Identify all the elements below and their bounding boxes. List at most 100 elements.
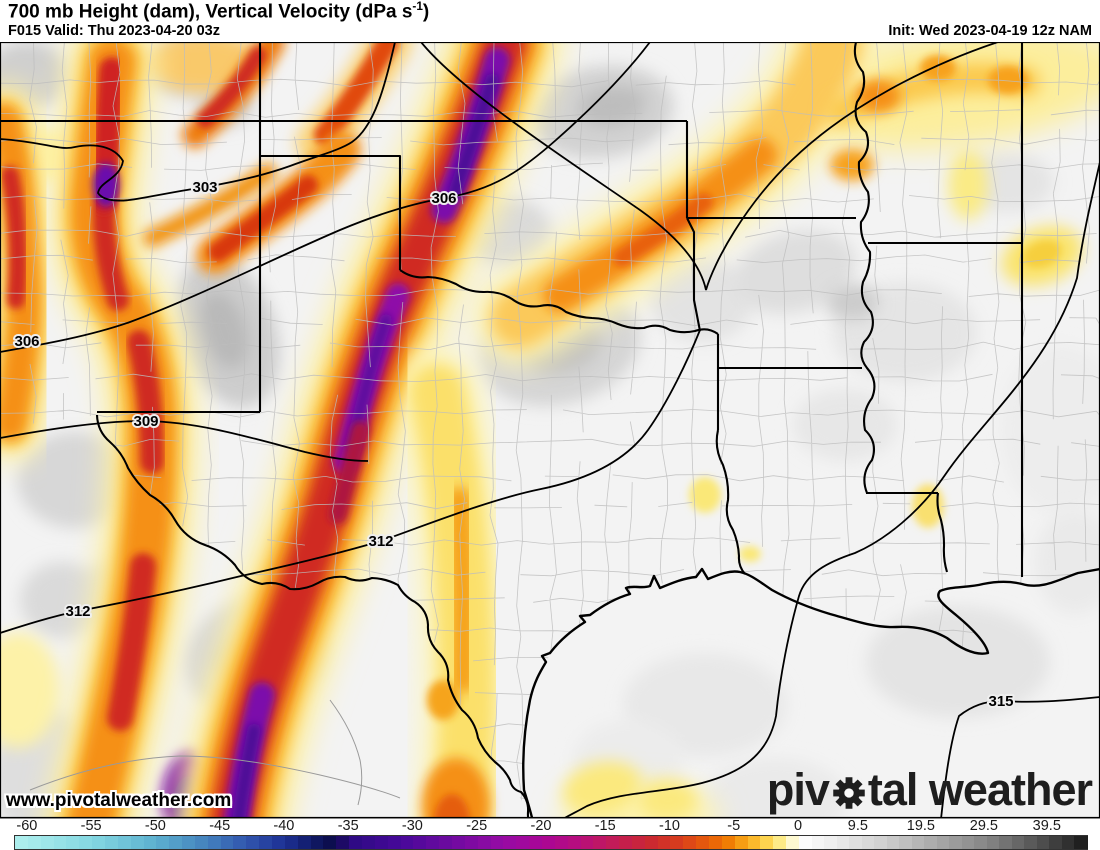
- colorbar-cell: [619, 836, 633, 849]
- colorbar-cell: [169, 836, 184, 849]
- contour-labels-layer: 303 306 306 309 312 312 315: [12, 177, 1015, 712]
- river-border: [715, 429, 746, 575]
- header: 700 mb Height (dam), Vertical Velocity (…: [0, 0, 1100, 42]
- colorbar-cell: [721, 836, 736, 849]
- colorbar-cell: [606, 836, 621, 849]
- colorbar-cell: [1036, 836, 1051, 849]
- river-border: [853, 42, 876, 494]
- colorbar-cell: [709, 836, 723, 849]
- contour-312-west: [0, 329, 701, 634]
- colorbar-cell: [246, 836, 261, 849]
- colorbar-tick-label: 39.5: [1032, 818, 1061, 834]
- colorbar-cell: [811, 836, 826, 849]
- colorbar-cell: [886, 836, 901, 849]
- colorbar-cell: [413, 836, 428, 849]
- colorbar-tick-label: -10: [659, 818, 680, 834]
- river-borders: [95, 42, 949, 818]
- contour-trough-v: [420, 42, 999, 291]
- colorbar-cell: [503, 836, 518, 849]
- colorbar-cell: [464, 836, 479, 849]
- colorbar-cell: [233, 836, 248, 849]
- river-border: [399, 269, 719, 335]
- contour-label: 312: [65, 603, 90, 620]
- colorbar-cell: [477, 836, 492, 849]
- colorbar-cell: [567, 836, 582, 849]
- colorbar-tick-label: 29.5: [969, 818, 999, 834]
- colorbar-cell: [849, 836, 863, 849]
- colorbar-cell: [92, 836, 106, 849]
- colorbar-tick-label: -25: [466, 818, 488, 834]
- weather-map: 303 306 306 309 312 312 315: [0, 42, 1100, 818]
- colorbar-cell: [974, 836, 988, 849]
- colorbar-cell: [156, 836, 171, 849]
- colorbar-cell: [683, 836, 698, 849]
- colorbar-tick-label: -60: [16, 818, 38, 834]
- river-border: [95, 414, 530, 818]
- mexico-state-lines: [29, 699, 401, 806]
- init-time-label: Init: Wed 2023-04-19 12z NAM: [888, 23, 1092, 39]
- colorbar-tick-label: 19.5: [906, 818, 936, 834]
- colorbar-cell: [529, 836, 543, 849]
- colorbar-cell: [593, 836, 608, 849]
- logo-text-post: tal weather: [867, 764, 1093, 815]
- colorbar-cell: [349, 836, 363, 849]
- contour-label: 312: [368, 533, 393, 550]
- logo-text-pre: piv: [766, 764, 830, 815]
- colorbar-cell: [986, 836, 1001, 849]
- colorbar-cell: [79, 836, 94, 849]
- colorbar: -60 -55 -50 -45 -40 -35 -30 -25 -20 -15 -10 -5 0 9.5 1…: [0, 818, 1100, 850]
- state-borders: [0, 42, 1024, 577]
- contour-315: [940, 696, 1100, 818]
- colorbar-cell: [336, 836, 351, 849]
- colorbar-cell: [220, 836, 235, 849]
- colorbar-cell: [541, 836, 556, 849]
- colorbar-cell: [374, 836, 389, 849]
- colorbar-cell: [554, 836, 569, 849]
- title-superscript: -1: [412, 0, 423, 13]
- colorbar-cell: [66, 836, 81, 849]
- colorbar-cell: [27, 836, 42, 849]
- colorbar-cell: [874, 836, 888, 849]
- colorbar-cell: [516, 836, 531, 849]
- colorbar-cell: [143, 836, 158, 849]
- colorbar-cell: [439, 836, 453, 849]
- contour-label: 306: [431, 190, 456, 207]
- colorbar-cell: [207, 836, 222, 849]
- contour-label: 306: [14, 333, 39, 350]
- colorbar-cell: [40, 836, 55, 849]
- colorbar-cell: [580, 836, 595, 849]
- colorbar-tick-label: 9.5: [847, 818, 868, 834]
- colorbar-cell: [799, 836, 813, 849]
- colorbar-cell: [259, 836, 274, 849]
- colorbar-cell: [631, 836, 646, 849]
- colorbar-cell: [310, 836, 325, 849]
- colorbar-cell: [696, 836, 711, 849]
- map-area: 303 306 306 309 312 312 315 www.pivotalweather…: [0, 42, 1100, 818]
- colorbar-cell: [861, 836, 876, 849]
- gear-icon: [829, 769, 868, 811]
- colorbar-cell: [824, 836, 838, 849]
- colorbar-cell: [949, 836, 963, 849]
- colorbar-cell: [1011, 836, 1026, 849]
- colorbar-cell: [400, 836, 415, 849]
- colorbar-cell: [670, 836, 685, 849]
- colorbar-cell: [644, 836, 659, 849]
- colorbar-cell: [836, 836, 851, 849]
- colorbar-tick-label: -55: [80, 818, 102, 834]
- colorbar-cell: [104, 836, 119, 849]
- contour-309-west: [0, 420, 369, 462]
- colorbar-cell: [786, 836, 800, 849]
- contour-label: 315: [988, 693, 1013, 710]
- contour-306: [0, 42, 651, 353]
- colorbar-cell: [773, 836, 788, 849]
- colorbar-cell: [911, 836, 926, 849]
- height-contours: [0, 42, 1100, 818]
- contour-label: 309: [133, 413, 158, 430]
- pivotal-weather-logo: piv: [766, 764, 1093, 816]
- colorbar-tick-label: -15: [594, 818, 616, 834]
- colorbar-cell: [451, 836, 466, 849]
- colorbar-cell: [760, 836, 775, 849]
- colorbar-cell: [297, 836, 312, 849]
- colorbar-cell: [284, 836, 299, 849]
- colorbar-tick-label: -40: [273, 818, 295, 834]
